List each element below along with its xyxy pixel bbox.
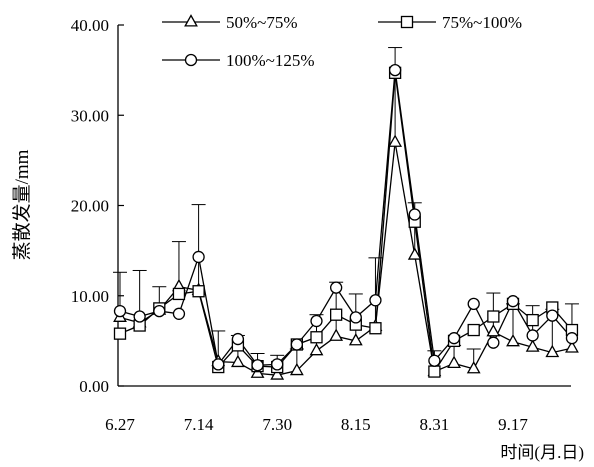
x-tick-label: 7.14: [184, 415, 214, 434]
data-point-triangle: [270, 367, 285, 380]
data-point-triangle: [525, 339, 540, 352]
y-tick-label: 30.00: [71, 106, 109, 125]
data-point-circle: [329, 281, 343, 294]
series-line-square: [119, 72, 573, 374]
y-tick-label: 10.00: [71, 287, 109, 306]
axes: 0.00 10.00 20.00 30.00 40.00 6.27 7.14 7.30 8.15…: [71, 16, 571, 434]
data-point-square: [428, 365, 441, 378]
x-tick-label: 8.31: [420, 415, 450, 434]
legend-label: 50%~75%: [226, 13, 298, 32]
data-point-circle: [271, 358, 284, 371]
y-axis-label: 蒸散发量/mm: [11, 149, 33, 260]
data-point-triangle: [309, 342, 324, 356]
data-point-circle: [388, 63, 402, 77]
data-point-circle: [231, 332, 245, 346]
data-point-circle: [487, 336, 500, 349]
data-point-circle: [251, 359, 264, 372]
series-line-triangle: [119, 142, 573, 376]
data-point-triangle: [545, 344, 560, 358]
data-point-circle: [565, 332, 579, 345]
data-point-circle: [310, 314, 323, 328]
legend: 50%~75% 75%~100% 100%~125%: [162, 13, 522, 70]
data-point-triangle: [466, 361, 481, 374]
data-point-square: [526, 313, 539, 327]
data-point-square: [310, 331, 323, 344]
data-point-square: [467, 323, 480, 337]
series-group: [113, 63, 579, 380]
data-point-square: [113, 327, 127, 340]
data-point-square: [329, 308, 343, 321]
series-line-circle: [119, 70, 573, 366]
data-point-triangle: [565, 340, 579, 353]
data-point-square: [192, 285, 205, 298]
y-tick-label: 0.00: [79, 377, 109, 396]
data-point-triangle: [506, 333, 520, 347]
x-axis-label: 时间(月.日): [500, 443, 584, 462]
data-point-triangle: [388, 134, 403, 147]
data-point-circle: [428, 354, 441, 367]
data-point-circle: [113, 304, 127, 318]
error-bars: [113, 47, 579, 376]
data-point-triangle: [486, 324, 501, 337]
data-point-circle: [546, 309, 559, 322]
data-point-circle: [506, 295, 520, 308]
data-point-circle: [172, 307, 186, 320]
data-point-triangle: [348, 333, 363, 346]
x-tick-label: 9.17: [498, 415, 528, 434]
data-point-circle: [153, 304, 166, 318]
x-tick-label: 6.27: [105, 415, 135, 434]
data-point-circle: [192, 250, 205, 264]
data-point-square: [172, 287, 186, 301]
data-point-circle: [447, 332, 461, 345]
y-tick-label: 20.00: [71, 197, 109, 216]
data-point-triangle: [329, 328, 344, 341]
data-point-triangle: [289, 362, 304, 376]
data-point-circle: [212, 358, 225, 371]
x-tick-label: 8.15: [341, 415, 371, 434]
data-point-square: [487, 310, 500, 323]
legend-label: 100%~125%: [226, 51, 315, 70]
data-point-circle: [526, 329, 539, 342]
data-point-circle: [408, 208, 421, 221]
y-tick-label: 40.00: [71, 16, 109, 35]
x-tick-label: 7.30: [262, 415, 292, 434]
data-point-triangle: [447, 355, 461, 368]
legend-marker-circle: [184, 53, 198, 67]
legend-marker-square: [400, 15, 414, 29]
data-point-square: [369, 322, 382, 335]
data-point-circle: [467, 297, 480, 311]
data-point-triangle: [230, 354, 245, 368]
data-point-circle: [290, 338, 304, 351]
legend-label: 75%~100%: [442, 13, 522, 32]
data-point-circle: [133, 310, 146, 323]
data-point-circle: [349, 311, 362, 324]
legend-marker-triangle: [184, 14, 198, 27]
data-point-circle: [369, 294, 382, 307]
data-point-triangle: [407, 247, 422, 260]
